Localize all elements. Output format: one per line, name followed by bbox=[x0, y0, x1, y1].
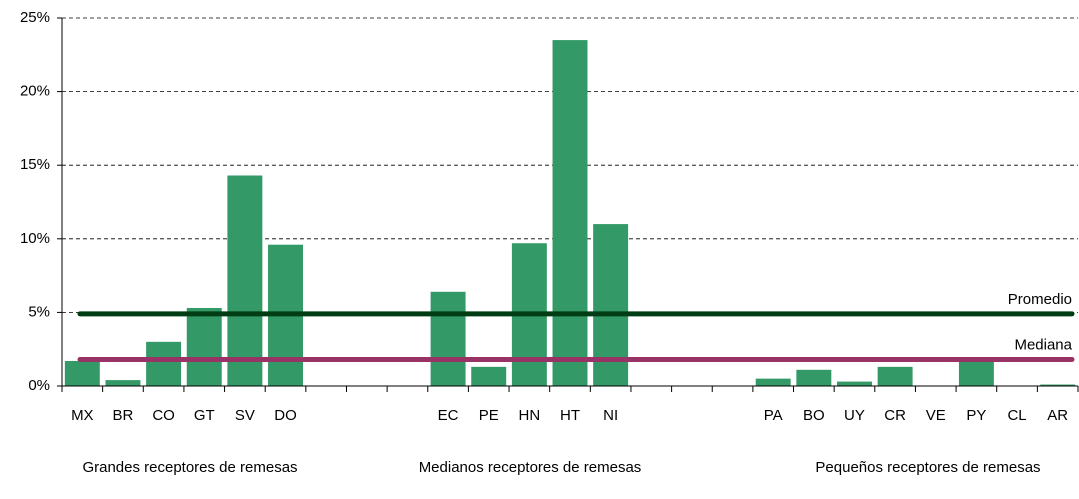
group-label: Medianos receptores de remesas bbox=[418, 459, 642, 476]
x-tick-label: SV bbox=[235, 407, 255, 424]
x-tick-label: BO bbox=[803, 407, 825, 424]
bar bbox=[430, 291, 466, 386]
x-tick-label: DO bbox=[274, 407, 297, 424]
x-tick-label: PA bbox=[764, 407, 783, 424]
x-tick-label: UY bbox=[844, 407, 865, 424]
group-label: Grandes receptores de remesas bbox=[82, 459, 298, 476]
x-tick-label: CO bbox=[152, 407, 175, 424]
bar bbox=[105, 380, 141, 386]
bar bbox=[877, 366, 913, 386]
y-tick-label: 25% bbox=[20, 9, 50, 26]
bar bbox=[471, 366, 507, 386]
x-tick-label: VE bbox=[926, 407, 946, 424]
group-label: Pequeños receptores de remesas bbox=[815, 459, 1041, 476]
x-tick-label: HT bbox=[560, 407, 580, 424]
reference-label: Promedio bbox=[1008, 291, 1072, 308]
x-tick-label: CR bbox=[884, 407, 906, 424]
bar bbox=[186, 307, 222, 386]
bar bbox=[552, 40, 588, 386]
bar bbox=[227, 175, 263, 386]
y-tick-label: 0% bbox=[28, 377, 50, 394]
bar bbox=[146, 341, 182, 386]
x-tick-label: MX bbox=[71, 407, 94, 424]
x-tick-label: PE bbox=[479, 407, 499, 424]
x-tick-label: GT bbox=[194, 407, 215, 424]
x-tick-label: HN bbox=[519, 407, 541, 424]
y-tick-label: 20% bbox=[20, 83, 50, 100]
bar bbox=[64, 360, 100, 386]
x-tick-label: EC bbox=[438, 407, 459, 424]
y-tick-label: 10% bbox=[20, 230, 50, 247]
bar bbox=[837, 381, 872, 386]
y-tick-label: 15% bbox=[20, 156, 50, 173]
x-tick-label: CL bbox=[1007, 407, 1026, 424]
bar bbox=[1040, 384, 1076, 386]
bar bbox=[796, 369, 832, 386]
bar bbox=[958, 360, 994, 386]
bar bbox=[755, 378, 791, 386]
y-tick-label: 5% bbox=[28, 303, 50, 320]
reference-label: Mediana bbox=[1014, 336, 1072, 353]
x-tick-label: AR bbox=[1047, 407, 1068, 424]
x-tick-label: BR bbox=[113, 407, 134, 424]
x-tick-label: NI bbox=[603, 407, 618, 424]
x-tick-label: PY bbox=[966, 407, 986, 424]
